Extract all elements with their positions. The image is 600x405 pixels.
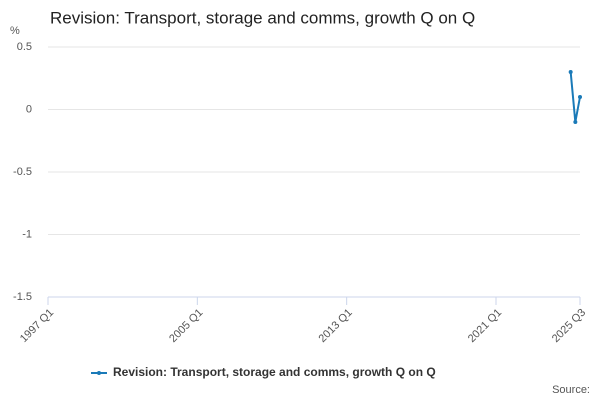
legend-label: Revision: Transport, storage and comms, … xyxy=(113,365,436,379)
legend-symbol xyxy=(97,371,101,375)
chart-title: Revision: Transport, storage and comms, … xyxy=(50,8,475,27)
x-tick-label: 1997 Q1 xyxy=(18,307,56,345)
x-tick-label: 2005 Q1 xyxy=(167,307,205,345)
y-axis-label: % xyxy=(10,25,20,37)
x-tick-label: 2025 Q3 xyxy=(550,307,588,345)
source: Source: xyxy=(552,384,590,396)
point xyxy=(578,95,582,99)
y-tick-label: -1.5 xyxy=(13,291,32,303)
x-tick-label: 2013 Q1 xyxy=(317,307,355,345)
y-tick-label: 0 xyxy=(26,103,32,115)
y-tick-label: -0.5 xyxy=(13,166,32,178)
y-tick-label: -1 xyxy=(22,228,32,240)
x-tick-label: 2021 Q1 xyxy=(466,307,504,345)
point xyxy=(573,120,578,124)
point xyxy=(568,70,573,74)
y-tick-label: 0.5 xyxy=(17,41,32,53)
